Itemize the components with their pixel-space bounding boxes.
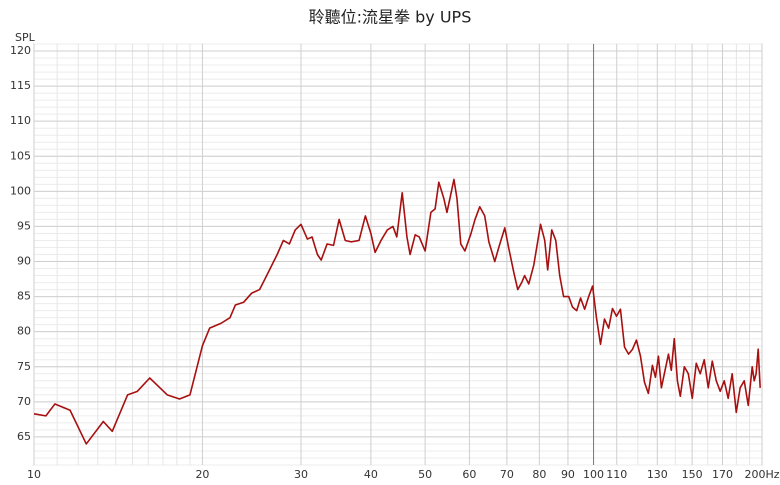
y-tick-label: 110 xyxy=(10,114,31,127)
y-tick-label: 80 xyxy=(17,325,31,338)
x-tick-label: 170 xyxy=(712,468,733,481)
x-tick-label: 40 xyxy=(364,468,378,481)
x-tick-label: 200Hz xyxy=(744,468,779,481)
x-tick-label: 60 xyxy=(462,468,476,481)
x-tick-label: 150 xyxy=(682,468,703,481)
y-tick-label: 90 xyxy=(17,255,31,268)
y-tick-label: 75 xyxy=(17,360,31,373)
spl-curve xyxy=(33,178,761,445)
y-tick-label: 120 xyxy=(10,44,31,57)
y-tick-label: 100 xyxy=(10,184,31,197)
x-tick-label: 20 xyxy=(195,468,209,481)
x-tick-label: 50 xyxy=(418,468,432,481)
x-tick-label: 90 xyxy=(561,468,575,481)
y-tick-label: 70 xyxy=(17,395,31,408)
x-tick-label: 110 xyxy=(606,468,627,481)
x-tick-label: 30 xyxy=(294,468,308,481)
y-tick-label: 95 xyxy=(17,219,31,232)
x-tick-label: 10 xyxy=(27,468,41,481)
x-tick-label: 100 xyxy=(583,468,604,481)
y-tick-label: 65 xyxy=(17,430,31,443)
x-tick-label: 80 xyxy=(532,468,546,481)
y-axis-label: SPL xyxy=(15,31,36,44)
y-tick-label: 85 xyxy=(17,290,31,303)
x-tick-label: 130 xyxy=(647,468,668,481)
y-tick-label: 115 xyxy=(10,79,31,92)
x-tick-label: 70 xyxy=(500,468,514,481)
chart-title: 聆聽位:流星拳 by UPS xyxy=(309,8,472,27)
y-tick-label: 105 xyxy=(10,149,31,162)
